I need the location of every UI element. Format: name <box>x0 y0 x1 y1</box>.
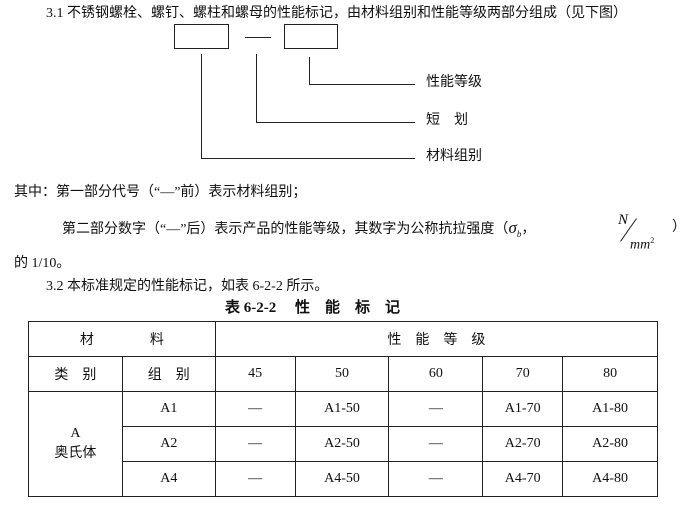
sigma-symbol: σ <box>508 218 517 237</box>
connector <box>256 122 415 123</box>
grade-header: 50 <box>294 356 390 392</box>
table-cell: A4-80 <box>562 461 658 497</box>
header-grade: 性 能 等 级 <box>214 321 659 357</box>
group-cell: A2 <box>121 426 216 462</box>
para-second-part: 第二部分数字（“—”后）表示产品的性能等级，其数字为公称抗拉强度（σb， <box>62 218 536 239</box>
category-name: 奥氏体 <box>54 446 97 461</box>
fraction-denominator: mm2 <box>630 232 654 255</box>
table-row: A 奥氏体 A1 — A1-50 — A1-70 A1-80 <box>28 391 658 497</box>
para-3-2: 3.2 本标准规定的性能标记，如表 6-2-2 所示。 <box>46 279 329 294</box>
connector <box>201 158 415 159</box>
grade-header: 45 <box>214 356 296 392</box>
grade-header: 80 <box>562 356 658 392</box>
intro-text: 3.1 不锈钢螺栓、螺钉、螺柱和螺母的性能标记，由材料组别和性能等级两部分组成（… <box>46 6 627 21</box>
para-ratio: 的 1/10。 <box>14 256 71 271</box>
header-category: 类 别 <box>28 356 123 392</box>
table-cell: — <box>214 426 296 462</box>
label-dash: 短 划 <box>426 113 468 128</box>
fraction-exponent: 2 <box>650 236 655 245</box>
fraction-numerator: N <box>618 212 629 228</box>
table-cell: A1-70 <box>482 391 564 427</box>
table-row: A4 — A4-50 — A4-70 A4-80 <box>29 461 658 497</box>
table-row: A2 — A2-50 — A2-70 A2-80 <box>29 426 658 462</box>
table-cell: A2-80 <box>562 426 658 462</box>
group-cell: A4 <box>121 461 216 497</box>
para-second-text: 第二部分数字（“—”后）表示产品的性能等级，其数字为公称抗拉强度（ <box>62 222 509 237</box>
connector <box>256 54 257 122</box>
table-cell: A4-70 <box>482 461 564 497</box>
table-cell: — <box>214 391 296 427</box>
header-group: 组 别 <box>121 356 216 392</box>
marking-table: 材 料 性 能 等 级 类 别 组 别 45 50 60 70 80 A 奥氏体 … <box>28 321 659 497</box>
table-subheader-row: 类 别 组 别 45 50 60 70 80 <box>28 356 658 392</box>
table-cell: — <box>214 461 296 497</box>
grade-header: 70 <box>482 356 564 392</box>
table-cell: A2-70 <box>482 426 564 462</box>
connector <box>309 57 310 84</box>
table-cell: — <box>388 426 484 462</box>
category-cell: A 奥氏体 <box>28 391 123 497</box>
grade-box <box>284 24 338 49</box>
table-caption: 表 6-2-2 性 能 标 记 <box>225 300 400 316</box>
para-first-part: 其中：第一部分代号（“—”前）表示材料组别； <box>14 185 307 200</box>
close-paren: ） <box>672 220 686 235</box>
group-cell: A1 <box>121 391 216 427</box>
table-cell: A1-80 <box>562 391 658 427</box>
connector <box>201 54 202 158</box>
table-cell: A4-50 <box>294 461 390 497</box>
label-grade: 性能等级 <box>426 75 482 90</box>
header-material: 材 料 <box>28 321 216 357</box>
label-material: 材料组别 <box>426 149 482 164</box>
sigma-subscript: b <box>516 228 522 239</box>
table-cell: A1-50 <box>294 391 390 427</box>
material-group-box <box>174 24 229 49</box>
table-cell: A2-50 <box>294 426 390 462</box>
table-header-row: 材 料 性 能 等 级 <box>28 321 659 357</box>
fraction-denominator-text: mm <box>630 237 651 253</box>
grade-header: 60 <box>388 356 484 392</box>
table-cell: — <box>388 461 484 497</box>
dash-mark <box>245 37 271 38</box>
connector <box>309 84 415 85</box>
table-cell: — <box>388 391 484 427</box>
category-code: A <box>70 426 81 441</box>
